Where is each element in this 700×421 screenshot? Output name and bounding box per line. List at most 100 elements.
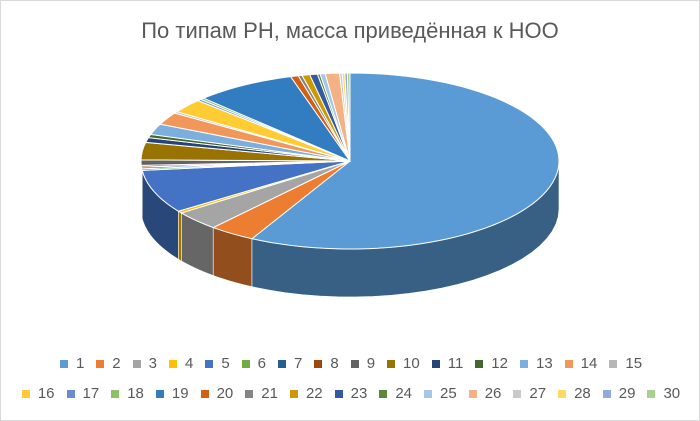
legend-swatch [245,389,254,398]
legend-item-7: 7 [278,355,302,372]
legend-item-29: 29 [602,385,636,402]
legend-label: 26 [484,385,502,402]
legend-label: 19 [171,385,189,402]
legend-item-30: 30 [647,385,680,402]
legend-swatch [205,359,214,368]
pie-slice-30 [346,72,351,162]
legend-row-1: 1 2 3 4 5 6 7 8 9 10 11 12 13 14 15 [41,355,661,372]
legend-swatch [350,359,359,368]
legend-item-27: 27 [513,385,546,402]
legend-item-12: 12 [475,355,508,372]
legend-item-19: 19 [155,385,189,402]
legend-label: 9 [366,355,376,372]
legend-swatch [241,359,250,368]
legend-label: 14 [580,355,598,372]
legend-swatch [334,389,343,398]
legend-item-6: 6 [241,355,266,372]
legend-label: 10 [403,355,420,372]
legend-swatch [314,359,323,368]
legend-swatch [59,359,68,368]
legend-label: 22 [305,385,323,402]
legend-label: 6 [257,355,266,372]
legend-swatch [609,359,618,368]
legend-item-14: 14 [564,355,598,372]
legend-item-23: 23 [334,385,368,402]
legend-swatch [424,389,433,398]
legend-swatch [468,389,477,398]
legend-item-13: 13 [519,355,553,372]
legend-item-26: 26 [468,385,502,402]
legend-item-10: 10 [387,355,420,372]
legend-item-11: 11 [431,355,464,372]
legend-label: 30 [663,385,681,402]
legend-item-3: 3 [132,355,157,372]
legend-item-2: 2 [96,355,121,372]
pie-slice-5 [141,160,351,212]
legend-label: 1 [75,355,85,372]
legend-label: 17 [82,385,100,402]
legend-label: 21 [261,385,278,402]
legend-swatch [132,359,141,368]
legend-swatch [564,359,573,368]
legend-swatch [96,359,105,368]
pie-slice-2 [211,160,351,240]
legend-swatch [289,389,298,398]
legend-label: 12 [491,355,508,372]
legend-swatch [431,359,440,368]
legend-label: 4 [184,355,194,372]
legend-item-28: 28 [558,385,591,402]
legend-item-20: 20 [200,385,234,402]
pie-slice-side-4 [178,210,182,262]
legend-item-24: 24 [379,385,412,402]
legend-label: 5 [221,355,230,372]
legend-label: 7 [294,355,303,372]
legend-item-16: 16 [21,385,55,402]
legend-label: 16 [37,385,55,402]
legend-label: 24 [395,385,413,402]
legend-swatch [558,389,567,398]
legend-label: 23 [350,385,368,402]
legend-item-18: 18 [111,385,144,402]
pie-slice-19 [202,76,352,163]
legend-swatch [647,389,656,398]
legend-swatch [387,359,396,368]
legend-label: 2 [112,355,121,372]
legend-label: 27 [529,385,547,402]
legend-label: 3 [148,355,157,372]
legend-item-21: 21 [245,385,278,402]
legend-swatch [379,389,388,398]
legend-swatch [519,359,528,368]
legend-item-8: 8 [314,355,339,372]
legend-swatch [513,389,522,398]
legend-swatch [168,359,177,368]
legend-swatch [602,389,611,398]
legend-swatch [66,389,75,398]
legend-label: 13 [535,355,553,372]
legend-label: 20 [216,385,234,402]
legend-swatch [278,359,286,368]
legend-label: 18 [127,385,144,402]
pie-slice-1 [250,72,560,250]
legend-label: 15 [625,355,643,372]
legend-item-4: 4 [168,355,194,372]
legend-item-1: 1 [59,355,85,372]
legend-label: 11 [447,355,464,372]
legend-swatch [155,389,164,398]
legend-swatch [21,389,30,398]
legend-item-9: 9 [350,355,376,372]
legend-row-2: 16 17 18 19 20 21 22 23 24 25 26 27 28 29 30 [21,385,680,402]
legend-item-25: 25 [424,385,457,402]
pie-slice-3 [180,160,351,229]
legend-swatch [475,359,484,368]
legend-label: 8 [330,355,339,372]
legend-item-17: 17 [66,385,100,402]
legend-swatch [200,389,209,398]
chart-title: По типам РН, масса приведённая к НОО [141,18,559,43]
legend-item-5: 5 [205,355,230,372]
legend-swatch [111,389,120,398]
legend-item-22: 22 [289,385,323,402]
legend-label: 25 [440,385,457,402]
legend-label: 29 [618,385,636,402]
